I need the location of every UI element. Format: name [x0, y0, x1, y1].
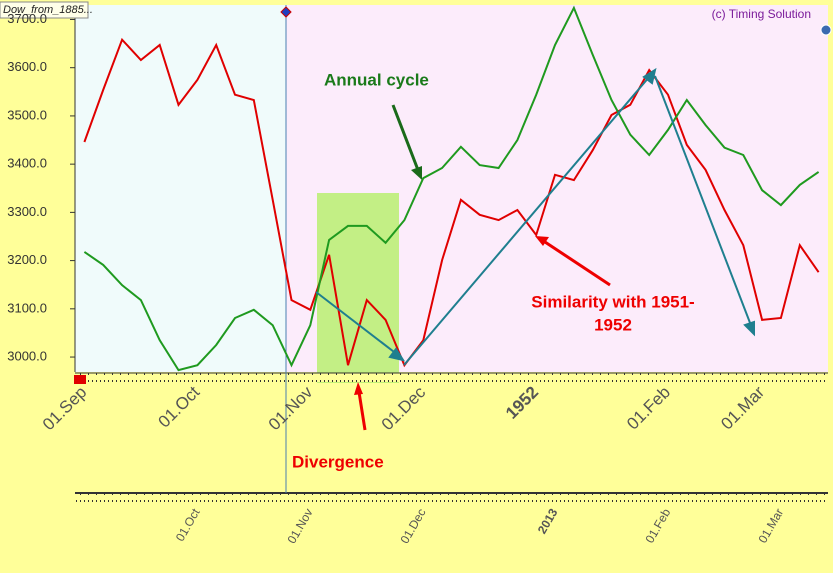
arrow-head: [388, 347, 406, 362]
y-tick-label: 3000.0: [7, 348, 47, 363]
tab[interactable]: [0, 1, 89, 19]
tab-label[interactable]: Dow_from_1885...: [3, 4, 93, 16]
arrow: [544, 240, 611, 287]
callout-arrows: [354, 104, 611, 431]
series-line: [83, 5, 820, 372]
y-tick-label: 3100.0: [7, 300, 47, 315]
plot-area-history: [75, 5, 286, 372]
arrow-head: [354, 382, 363, 395]
series-line: [83, 37, 820, 368]
trend-arrows: [315, 67, 755, 366]
y-tick-label: 3200.0: [7, 252, 47, 267]
bottom-ruler: [75, 493, 828, 502]
start-marker: [74, 375, 86, 384]
annotation: Divergence: [292, 452, 384, 471]
arrow: [654, 75, 753, 329]
arrow-head: [411, 166, 422, 180]
y-tick-label: 3300.0: [7, 204, 47, 219]
arrow-head: [642, 67, 657, 85]
y-tick-label: 3500.0: [7, 107, 47, 122]
annotation: 1952: [594, 315, 632, 334]
arrow-head: [743, 320, 755, 337]
arrow: [315, 291, 399, 356]
y-tick-label: 3600.0: [7, 59, 47, 74]
watermark: (c) Timing Solution: [712, 7, 811, 21]
arrow: [403, 75, 651, 366]
divergence-zone: [317, 193, 399, 383]
arrow: [357, 391, 367, 431]
globe-icon: [820, 24, 832, 36]
top-ruler: [75, 373, 828, 382]
y-tick-label: 3400.0: [7, 156, 47, 171]
now-marker: [280, 6, 292, 18]
arrow: [391, 104, 420, 171]
arrow-head: [535, 236, 549, 246]
annotation: Annual cycle: [324, 70, 429, 89]
annotation: Similarity with 1951-: [531, 292, 694, 311]
y-tick-label: 3700.0: [7, 11, 47, 26]
